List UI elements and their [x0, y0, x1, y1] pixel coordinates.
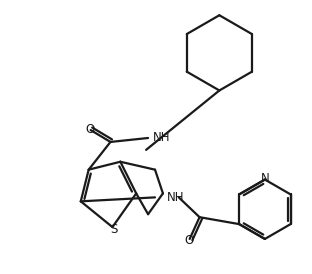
- Text: NH: NH: [167, 191, 184, 204]
- Text: S: S: [111, 222, 118, 236]
- Text: O: O: [184, 235, 193, 247]
- Text: O: O: [85, 122, 94, 136]
- Text: N: N: [261, 172, 269, 185]
- Text: NH: NH: [153, 132, 171, 144]
